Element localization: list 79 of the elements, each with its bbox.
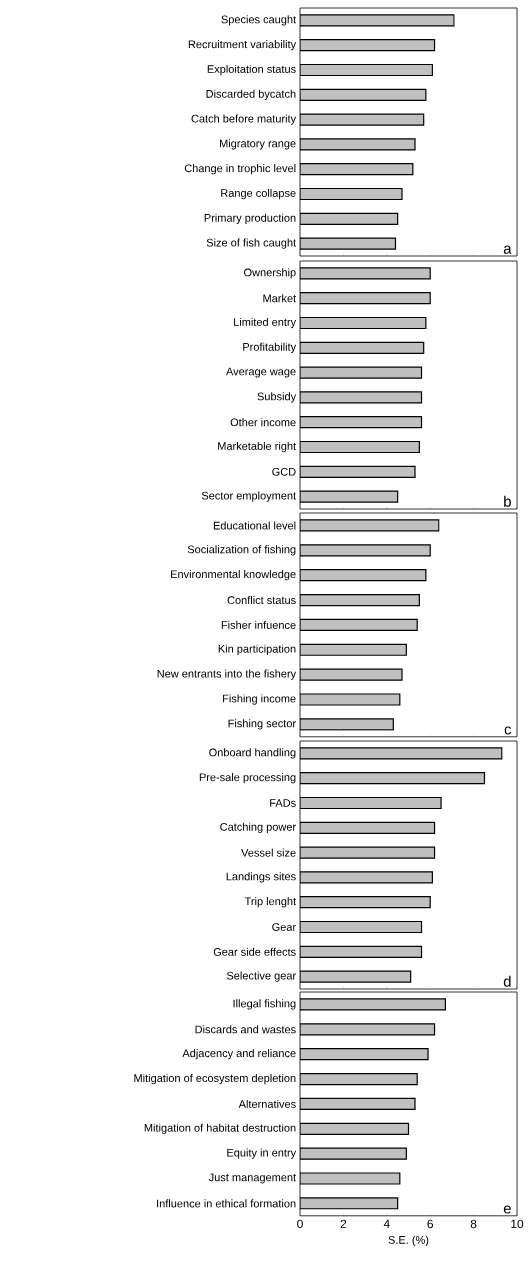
y-tick-label: Kin participation [218, 644, 296, 655]
bar [300, 1122, 410, 1135]
y-tick-label: Average wage [226, 367, 296, 378]
y-tick-label: Exploitation status [207, 64, 296, 76]
bar [300, 569, 427, 582]
x-tick-label: 6 [427, 1219, 434, 1229]
y-tick-label: Selective gear [226, 971, 296, 982]
y-tick-label: Pre-sale processing [199, 773, 296, 784]
annotation: c [504, 726, 512, 735]
bar [300, 772, 486, 785]
bar [300, 945, 423, 958]
y-tick-label: Conflict status [227, 596, 296, 605]
bar [300, 440, 420, 454]
x-tick-label: 8 [470, 1219, 477, 1229]
y-tick-label: Subsidy [257, 392, 297, 403]
annotation: d [503, 975, 511, 987]
y-tick-label: Other income [230, 418, 296, 427]
y-tick-label: Illegal fishing [233, 999, 296, 1010]
y-tick-label: Alternatives [238, 1099, 296, 1108]
x-axis-title: S.E. (%) [388, 1235, 429, 1246]
y-tick-label: Onboard handling [209, 748, 296, 759]
y-tick-label: Ownership [244, 268, 296, 279]
y-tick-label: Gear [272, 923, 296, 931]
annotation: e [503, 1205, 511, 1214]
y-tick-label: Primary production [204, 213, 296, 224]
bar [300, 643, 407, 656]
x-tick-label: 2 [340, 1219, 347, 1229]
bar [300, 341, 425, 354]
y-tick-label: Fishing sector [228, 719, 296, 730]
y-tick-label: Socialization of fishing [187, 545, 296, 556]
y-tick-label: Limited entry [234, 317, 297, 329]
bar [300, 292, 431, 305]
y-tick-label: Profitability [243, 342, 297, 353]
y-tick-label: Educational level [213, 521, 296, 530]
y-tick-label: Mitigation of ecosystem depletion [134, 1073, 296, 1085]
y-tick-label: Size of fish caught [206, 238, 297, 249]
bar [300, 1023, 436, 1036]
y-tick-label: Trip lenght [244, 897, 297, 908]
y-tick-label: Discards and wastes [195, 1025, 296, 1034]
y-tick-label: Landings sites [226, 872, 296, 883]
y-tick-label: New entrants into the fishery [157, 669, 297, 680]
bar [300, 618, 418, 632]
y-tick-label: Fisher infuence [221, 620, 296, 629]
bar [300, 796, 442, 810]
y-tick-label: Environmental knowledge [171, 570, 296, 581]
y-tick-label: Change in trophic level [184, 164, 296, 175]
bar [300, 1072, 418, 1086]
y-tick-label: Migratory range [220, 139, 296, 150]
y-tick-label: Gear side effects [213, 947, 296, 956]
y-tick-label: GCD [272, 467, 296, 476]
y-tick-label: Influence in ethical formation [157, 1199, 296, 1208]
y-tick-label: FADs [270, 799, 296, 807]
bar [300, 896, 431, 909]
bar [300, 821, 436, 834]
y-tick-label: Just management [208, 1173, 297, 1184]
y-tick-label: Fishing income [223, 694, 296, 705]
bar [300, 416, 423, 429]
y-tick-label: Sector employment [201, 491, 297, 502]
bar [300, 920, 423, 934]
annotation: a [503, 245, 512, 254]
bar [300, 316, 427, 330]
y-tick-label: Marketable right [218, 441, 297, 453]
x-tick-label: 10 [511, 1219, 524, 1229]
y-tick-label: Market [263, 294, 297, 303]
y-tick-label: Catching power [220, 822, 296, 833]
y-tick-label: Adjacency and reliance [182, 1049, 296, 1060]
y-tick-label: Mitigation of habitat destruction [144, 1123, 296, 1134]
y-tick-label: Discarded bycatch [206, 89, 296, 100]
y-tick-label: Range collapse [221, 188, 296, 200]
annotation: b [504, 495, 511, 507]
y-tick-label: Equity in entry [227, 1148, 297, 1159]
y-tick-label: Catch before maturity [191, 114, 297, 125]
bar [300, 544, 431, 557]
bar [300, 593, 420, 607]
y-tick-label: Vessel size [241, 848, 296, 857]
x-tick-label: 4 [383, 1219, 390, 1228]
x-tick-label: 0 [297, 1219, 303, 1229]
y-tick-label: Species caught [221, 15, 297, 26]
y-tick-label: Recruitment variability [188, 40, 297, 51]
